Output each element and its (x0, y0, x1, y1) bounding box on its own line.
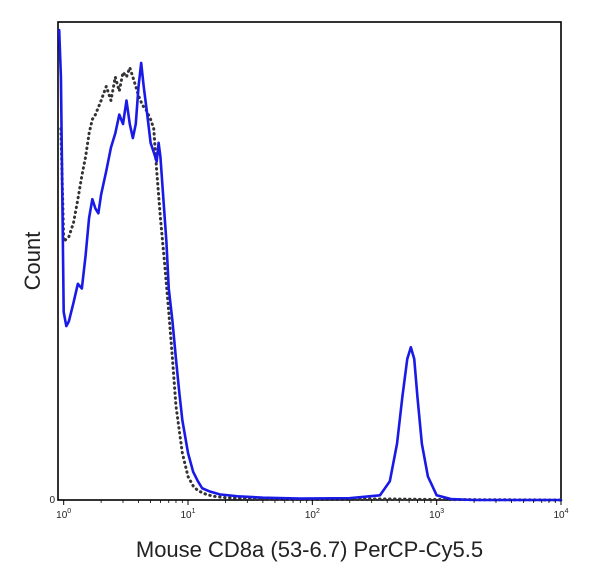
series-layer (57, 28, 563, 502)
x-tick-label: 101 (181, 508, 196, 521)
x-tick-label: 103 (429, 508, 444, 521)
x-tick-label: 100 (56, 508, 71, 521)
x-tick-label: 102 (305, 508, 320, 521)
histogram-series-2 (57, 28, 563, 502)
plot-frame (57, 21, 562, 501)
y-axis-title: Count (20, 232, 45, 291)
plot-area (57, 21, 562, 501)
x-tick-layer: 100 101 102 103 104 (56, 500, 569, 521)
y-zero-tick-label: 0 (49, 495, 55, 506)
x-tick-label: 104 (553, 508, 568, 521)
histogram-series-1 (59, 66, 563, 502)
x-axis-title: Mouse CD8a (53-6.7) PerCP-Cy5.5 (136, 537, 483, 562)
